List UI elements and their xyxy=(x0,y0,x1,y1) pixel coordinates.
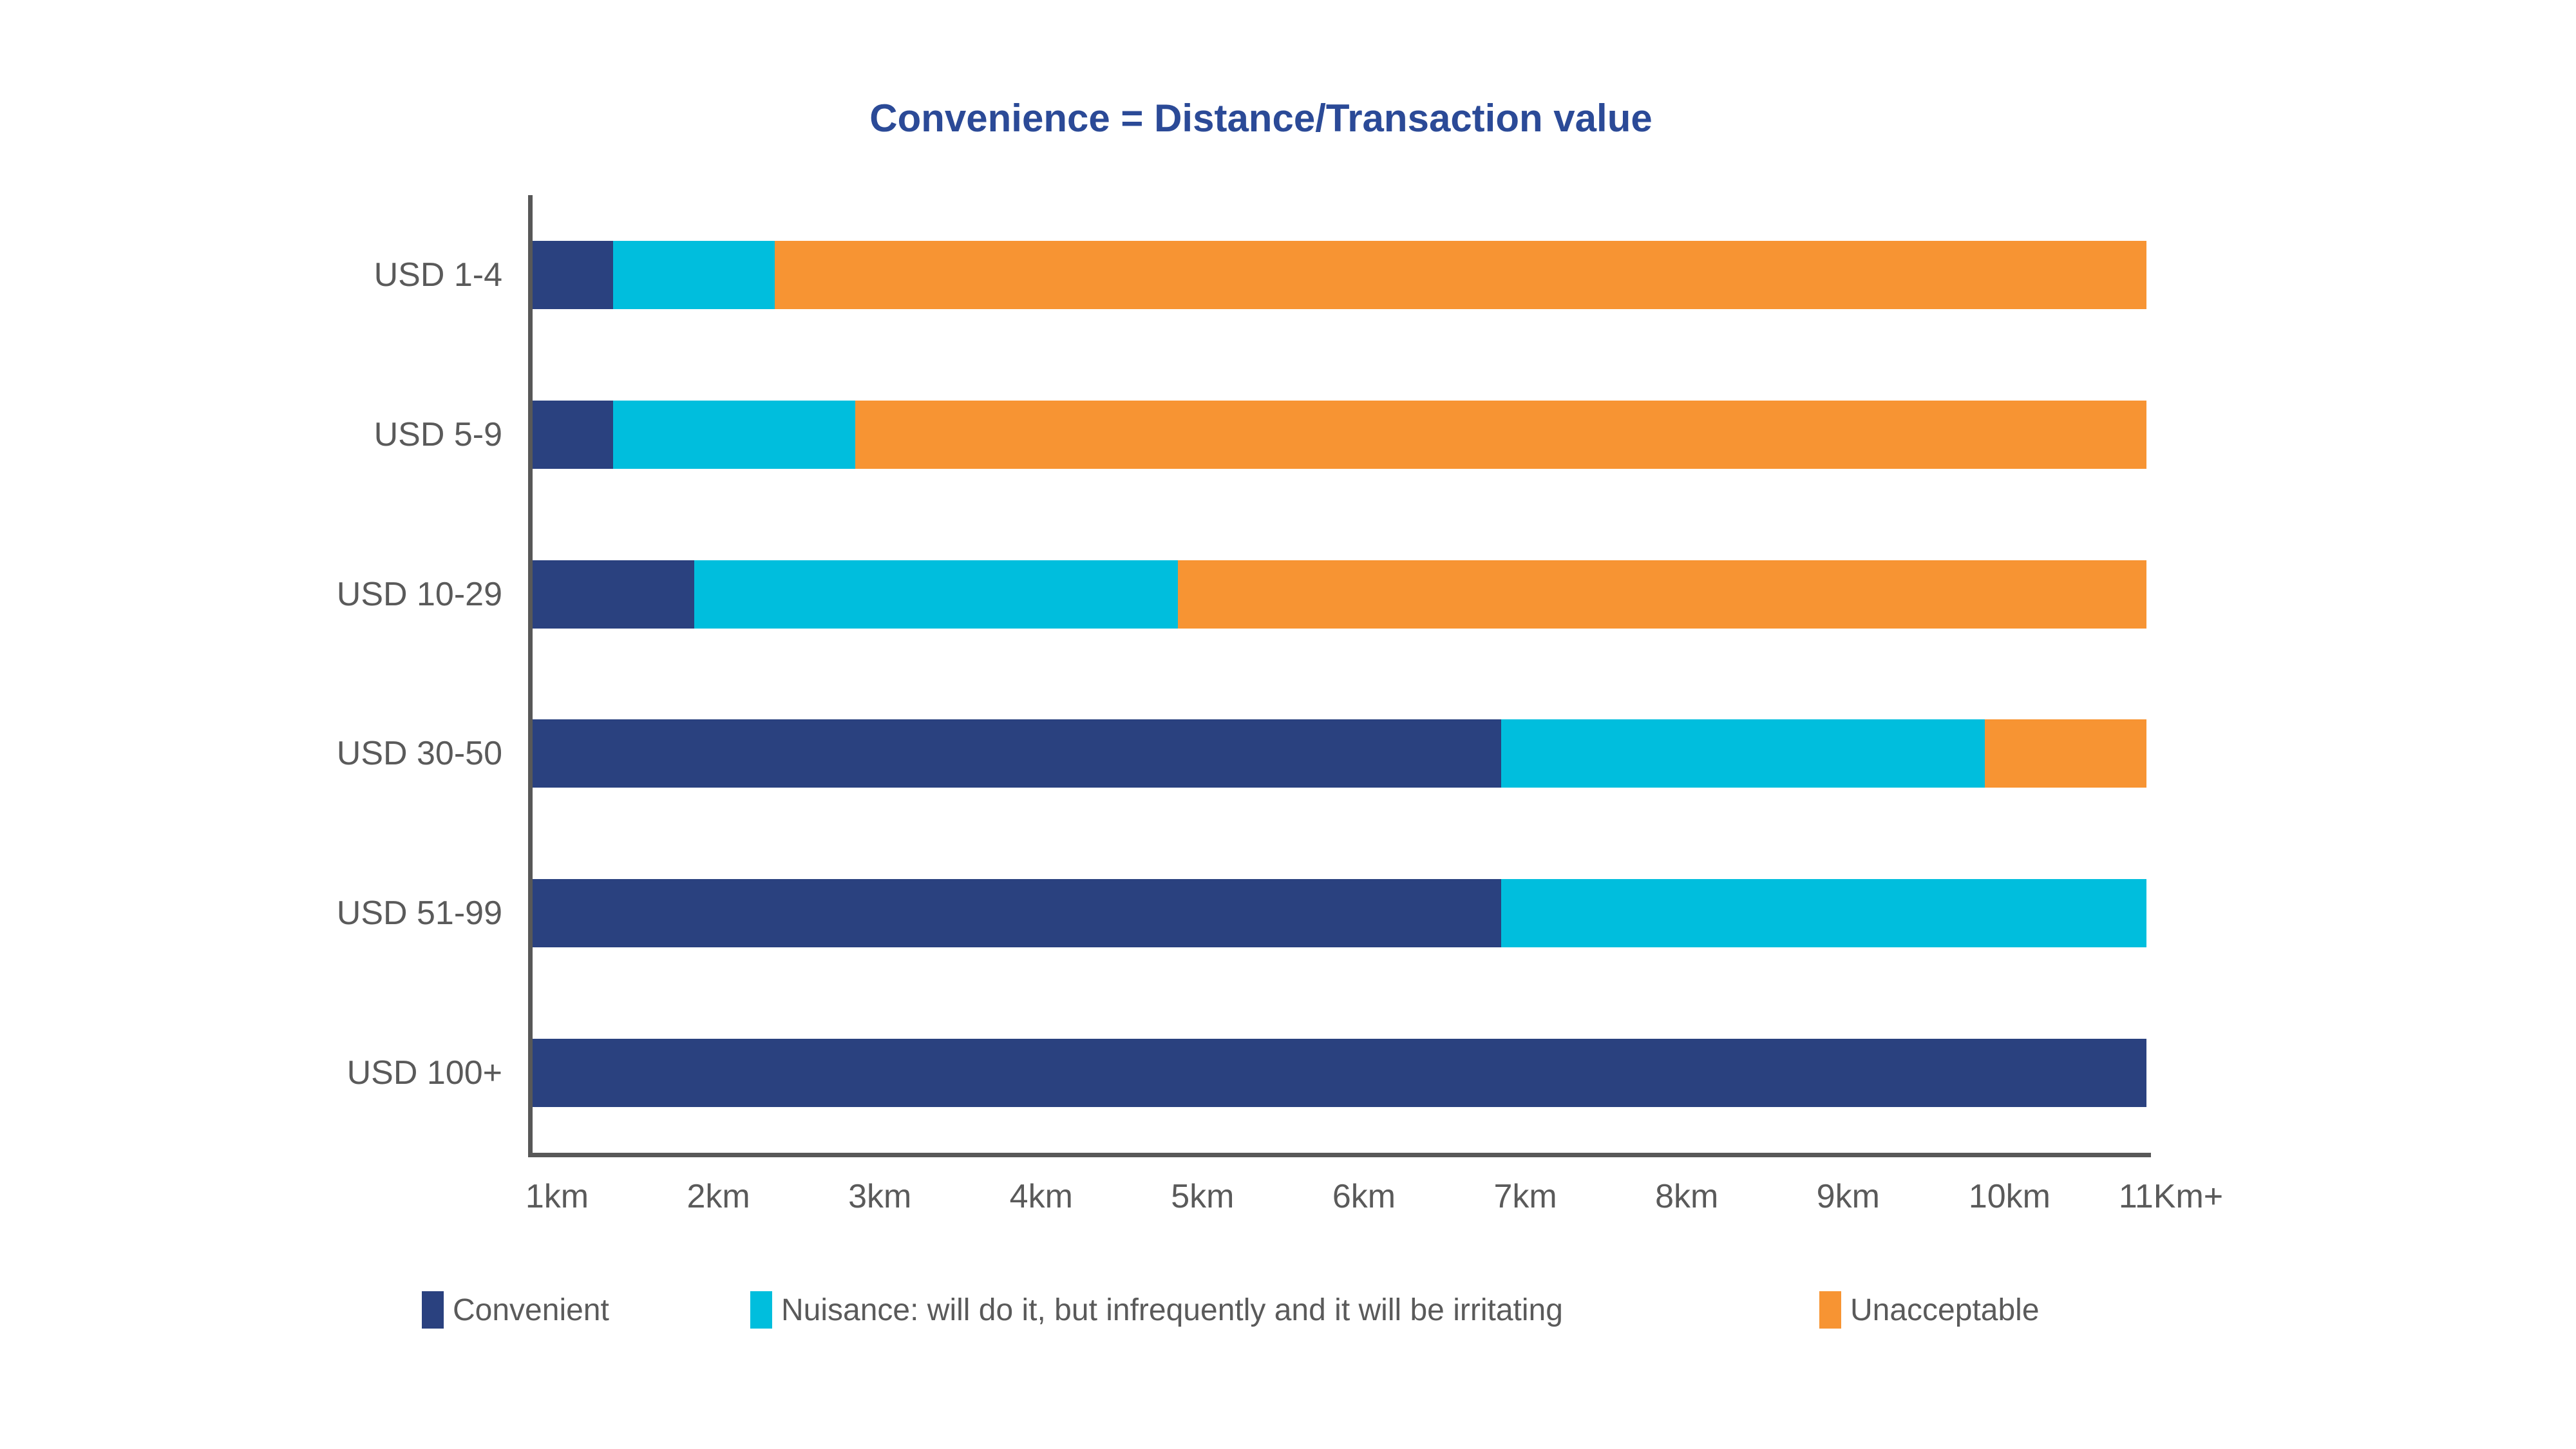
x-tick-label-6km: 6km xyxy=(1332,1178,1396,1215)
y-axis-label-usd-100: USD 100+ xyxy=(346,1054,502,1092)
legend-marker-unacceptable xyxy=(1819,1291,1841,1329)
legend-item-convenient: Convenient xyxy=(422,1289,609,1331)
bar-segment-usd-51-99-convenient xyxy=(533,879,1501,948)
y-axis-line xyxy=(528,195,533,1157)
bar-segment-usd-1-4-nuisance xyxy=(613,240,775,309)
bar-segment-usd-30-50-unacceptable xyxy=(1985,719,2146,788)
bar-segment-usd-5-9-convenient xyxy=(533,400,614,469)
legend-label-convenient: Convenient xyxy=(453,1293,609,1327)
x-tick-label-7km: 7km xyxy=(1493,1178,1557,1215)
x-tick-label-3km: 3km xyxy=(848,1178,912,1215)
bar-row-usd-5-9 xyxy=(533,400,2146,469)
y-axis-label-usd-5-9: USD 5-9 xyxy=(374,415,502,453)
legend-label-unacceptable: Unacceptable xyxy=(1850,1293,2040,1327)
legend-marker-convenient xyxy=(422,1291,444,1329)
y-axis-label-usd-51-99: USD 51-99 xyxy=(336,895,502,933)
x-tick-label-8km: 8km xyxy=(1655,1178,1719,1215)
x-tick-label-4km: 4km xyxy=(1009,1178,1073,1215)
bar-segment-usd-10-29-nuisance xyxy=(694,560,1179,629)
bar-segment-usd-10-29-unacceptable xyxy=(1178,560,2146,629)
bar-segment-usd-1-4-unacceptable xyxy=(774,240,2146,309)
bar-segment-usd-30-50-convenient xyxy=(533,719,1501,788)
bar-segment-usd-1-4-convenient xyxy=(533,240,614,309)
y-axis-label-usd-30-50: USD 30-50 xyxy=(336,735,502,773)
x-axis-line xyxy=(528,1153,2151,1157)
bar-row-usd-51-99 xyxy=(533,879,2146,948)
y-axis-label-usd-10-29: USD 10-29 xyxy=(336,575,502,613)
bar-segment-usd-51-99-nuisance xyxy=(1501,879,2146,948)
x-tick-label-5km: 5km xyxy=(1171,1178,1235,1215)
legend: Convenient Nuisance: will do it, but infr… xyxy=(0,1289,2576,1334)
x-tick-label-10km: 10km xyxy=(1968,1178,2050,1215)
x-tick-label-11km: 11Km+ xyxy=(2118,1178,2224,1215)
bar-row-usd-10-29 xyxy=(533,560,2146,629)
x-tick-label-9km: 9km xyxy=(1816,1178,1880,1215)
bar-row-usd-100 xyxy=(533,1039,2146,1108)
y-axis-label-usd-1-4: USD 1-4 xyxy=(374,256,502,294)
bar-row-usd-30-50 xyxy=(533,719,2146,788)
bar-segment-usd-100-convenient xyxy=(533,1039,2146,1108)
legend-marker-nuisance xyxy=(750,1291,772,1329)
legend-item-unacceptable: Unacceptable xyxy=(1819,1289,2040,1331)
legend-item-nuisance: Nuisance: will do it, but infrequently a… xyxy=(750,1289,1563,1331)
bar-segment-usd-5-9-nuisance xyxy=(613,400,856,469)
plot-area: 1km 2km 3km 4km 5km 6km 7km 8km 9km 10km 11Km+ xyxy=(526,195,2223,1215)
x-tick-label-1km: 1km xyxy=(525,1178,589,1215)
bar-segment-usd-10-29-convenient xyxy=(533,560,694,629)
bar-segment-usd-30-50-nuisance xyxy=(1501,719,1985,788)
chart-title: Convenience = Distance/Transaction value xyxy=(869,97,1653,140)
bar-row-usd-1-4 xyxy=(533,240,2146,309)
x-tick-label-2km: 2km xyxy=(687,1178,750,1215)
bar-segment-usd-5-9-unacceptable xyxy=(855,400,2146,469)
legend-label-nuisance: Nuisance: will do it, but infrequently a… xyxy=(781,1293,1563,1327)
